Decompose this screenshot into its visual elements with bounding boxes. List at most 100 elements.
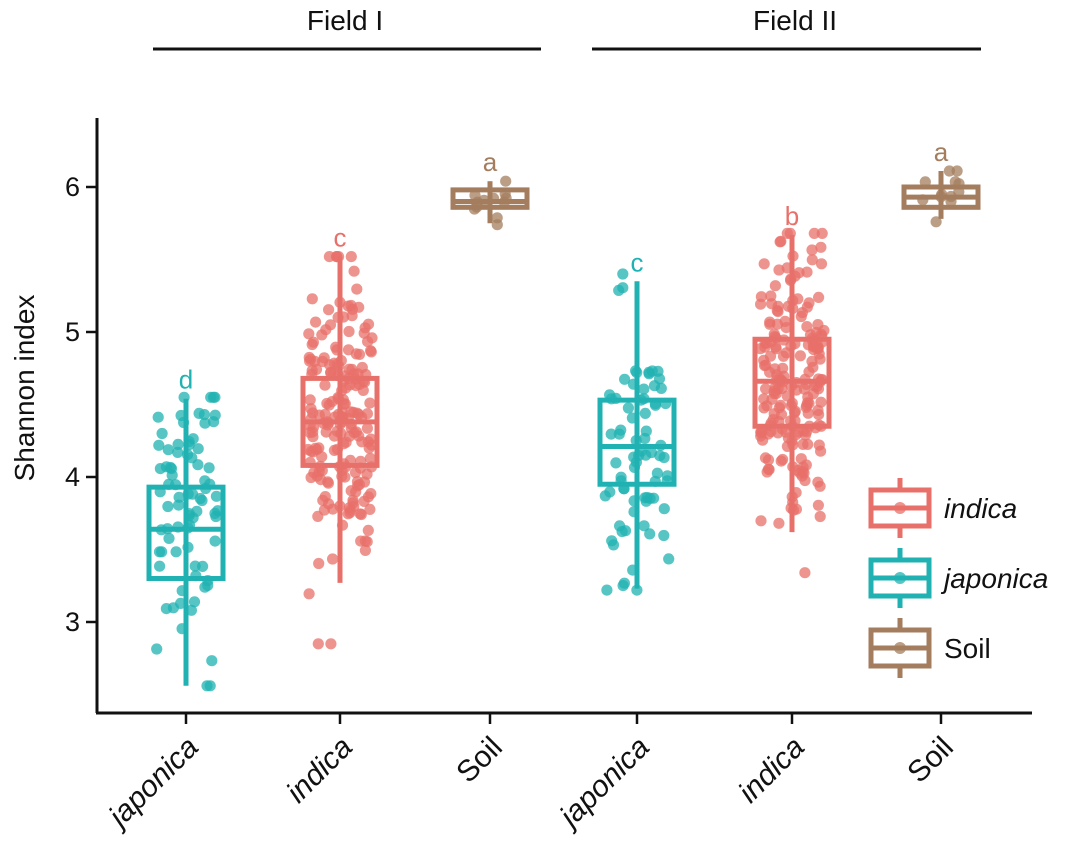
data-point — [365, 345, 377, 357]
legend-label: indica — [944, 493, 1017, 524]
data-point — [813, 291, 825, 303]
data-point — [358, 327, 370, 339]
data-point — [759, 452, 772, 464]
data-point — [815, 241, 827, 253]
data-point — [758, 402, 770, 414]
y-tick-label: 4 — [65, 462, 80, 492]
data-point — [658, 529, 670, 542]
data-point — [196, 494, 208, 507]
data-point — [951, 165, 963, 177]
data-point — [351, 283, 363, 295]
data-point — [794, 350, 807, 362]
data-point — [807, 388, 819, 400]
x-tick-label: indica — [732, 731, 811, 810]
data-point — [162, 500, 174, 513]
data-point — [767, 414, 779, 426]
data-point — [631, 584, 643, 596]
data-point — [307, 336, 319, 348]
data-point — [930, 216, 942, 228]
data-point — [638, 520, 650, 532]
data-point — [500, 175, 512, 187]
group-headers: Field I Field II — [153, 5, 981, 51]
data-point — [607, 539, 620, 551]
data-point — [943, 165, 956, 177]
legend-key-point — [894, 502, 906, 514]
data-point — [806, 244, 818, 256]
data-point — [796, 470, 808, 482]
data-point — [362, 436, 374, 448]
data-point — [203, 462, 215, 474]
data-point — [755, 298, 767, 310]
data-point — [658, 503, 670, 515]
data-point — [345, 485, 357, 497]
data-point — [652, 365, 664, 377]
x-ticks: japonica indica Soil japonica indica Soil — [100, 713, 960, 836]
data-point — [323, 399, 335, 411]
data-point — [204, 680, 216, 692]
y-tick-label: 3 — [65, 607, 80, 637]
data-point — [304, 394, 316, 406]
data-point — [773, 264, 785, 276]
data-point — [349, 466, 362, 479]
data-point — [351, 476, 364, 488]
data-point — [324, 319, 337, 331]
data-point — [317, 494, 329, 506]
data-point — [192, 443, 204, 455]
data-point — [353, 430, 365, 442]
data-point — [814, 480, 826, 492]
data-point — [153, 546, 166, 558]
data-point — [198, 409, 210, 421]
data-point — [775, 235, 787, 247]
data-point — [319, 379, 331, 391]
data-point — [304, 355, 316, 367]
data-point — [619, 373, 631, 385]
y-tick-label: 5 — [65, 317, 80, 347]
data-point — [206, 655, 218, 667]
data-point — [615, 424, 627, 436]
data-point — [777, 350, 790, 362]
data-point — [365, 488, 377, 500]
group-label: Field II — [753, 5, 837, 36]
box-plots — [146, 171, 981, 686]
data-point — [167, 602, 179, 614]
data-point — [614, 520, 626, 532]
data-point — [170, 546, 182, 558]
data-point — [364, 397, 376, 409]
group-label: Field I — [307, 5, 383, 36]
data-point — [328, 430, 340, 442]
legend-item: indica — [868, 478, 1017, 538]
data-point — [162, 444, 174, 456]
data-point — [303, 328, 315, 340]
data-point — [758, 258, 770, 270]
data-point — [815, 258, 828, 270]
data-point — [801, 266, 813, 278]
data-point — [310, 363, 323, 375]
significance-letter: b — [785, 201, 799, 231]
data-point — [345, 251, 357, 263]
data-point — [815, 396, 827, 408]
data-point — [754, 343, 767, 355]
data-point — [353, 301, 365, 313]
data-point — [355, 508, 367, 521]
data-point — [771, 318, 784, 330]
data-point — [639, 407, 651, 419]
data-point — [802, 397, 814, 409]
data-point — [663, 553, 675, 565]
data-point — [769, 363, 781, 375]
data-point — [353, 348, 366, 360]
data-point — [815, 445, 827, 457]
data-point — [154, 560, 166, 572]
data-point — [763, 464, 775, 476]
x-tick-label: Soil — [450, 731, 509, 790]
data-point — [345, 406, 357, 418]
x-tick-label: Soil — [901, 731, 960, 790]
significance-letters: d c a c b a — [179, 137, 949, 395]
data-point — [199, 417, 211, 429]
significance-letter: a — [483, 147, 498, 177]
data-point — [362, 318, 375, 330]
data-point — [799, 567, 811, 579]
data-point — [312, 638, 324, 650]
data-point — [316, 329, 328, 341]
y-tick-label: 6 — [65, 172, 80, 202]
data-point — [348, 265, 360, 277]
